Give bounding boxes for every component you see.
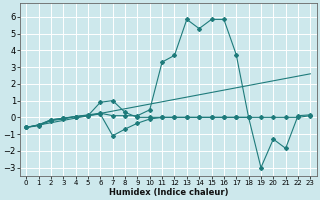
X-axis label: Humidex (Indice chaleur): Humidex (Indice chaleur) [108, 188, 228, 197]
